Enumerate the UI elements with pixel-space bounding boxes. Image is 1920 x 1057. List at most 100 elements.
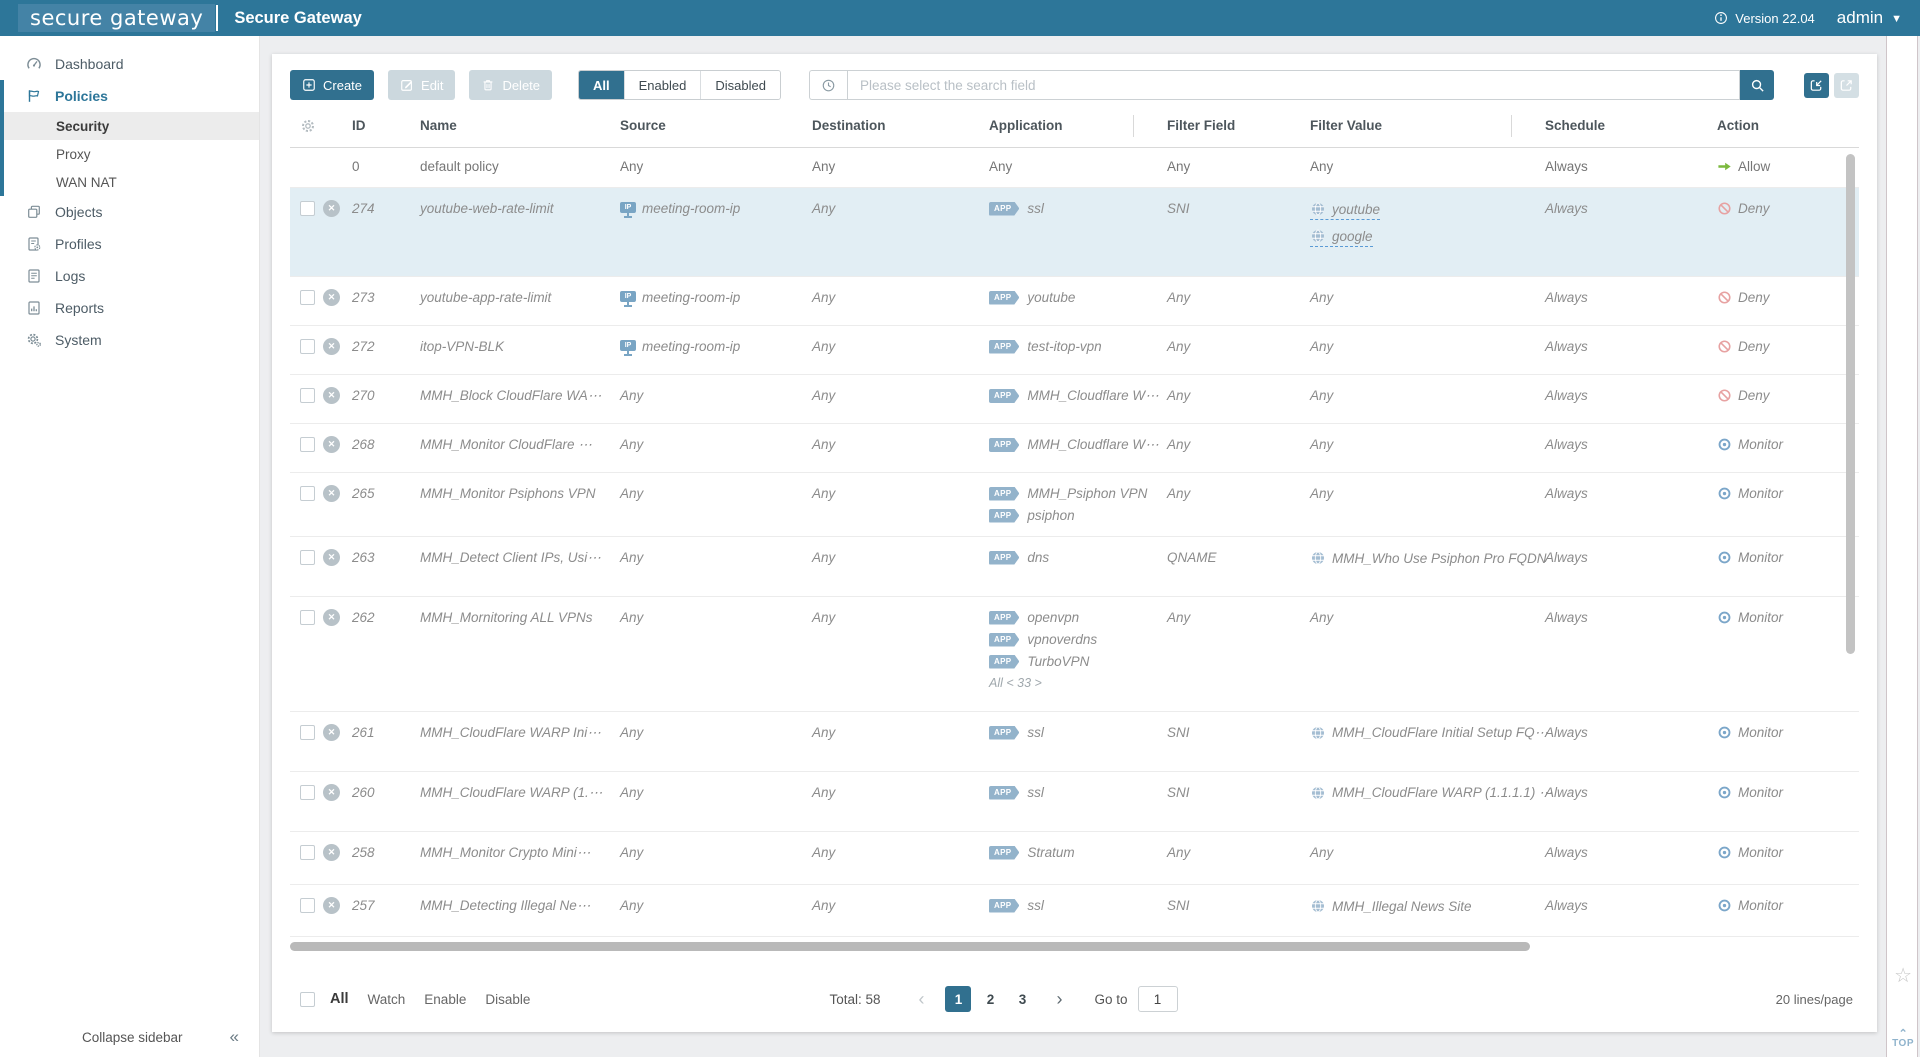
next-page-button[interactable]: › [1048,988,1070,1010]
table-row[interactable]: 0default policyAnyAnyAnyAnyAnyAlwaysAllo… [290,148,1859,188]
table-row[interactable]: ✕268MMH_Monitor CloudFlare ⋯AnyAnyAPPMMH… [290,424,1859,473]
lines-per-page[interactable]: 20 lines/page [1776,992,1859,1007]
scroll-to-top-button[interactable]: ⌃ TOP [1892,1030,1914,1049]
table-row[interactable]: ✕262MMH_Mornitoring ALL VPNsAnyAnyAPPope… [290,597,1859,712]
monitor-eye-icon [1717,437,1732,452]
table-row[interactable]: ✕274youtube-web-rate-limitIPmeeting-room… [290,188,1859,277]
sidebar-item-profiles[interactable]: Profiles [0,228,259,260]
table-row[interactable]: ✕265MMH_Monitor Psiphons VPNAnyAnyAPPMMH… [290,473,1859,537]
row-checkbox[interactable] [300,845,315,860]
disabled-x-icon: ✕ [323,784,340,801]
row-select-cell: ✕ [290,725,346,741]
cell-destination: Any [806,725,983,740]
sidebar-item-logs[interactable]: Logs [0,260,259,292]
disabled-x-icon: ✕ [323,549,340,566]
row-checkbox[interactable] [300,388,315,403]
cell-schedule: Always [1539,785,1711,800]
app-logo[interactable]: secure gateway [18,4,215,32]
column-header-source: Source [614,118,806,137]
app-badge: APP [989,389,1019,403]
action-monitor: Monitor [1717,550,1859,565]
disabled-x-icon: ✕ [323,436,340,453]
sidebar-item-dashboard[interactable]: Dashboard [0,48,259,80]
disabled-x-icon: ✕ [323,200,340,217]
row-checkbox[interactable] [300,290,315,305]
table-row[interactable]: ✕273youtube-app-rate-limitIPmeeting-room… [290,277,1859,326]
app-badge: APP [989,202,1019,216]
vertical-scrollbar-thumb[interactable] [1846,154,1855,654]
column-settings-button[interactable] [300,118,316,137]
row-checkbox[interactable] [300,437,315,452]
search-button[interactable] [1740,70,1774,100]
cell-action: Monitor [1711,550,1859,565]
cell-name: MMH_Monitor CloudFlare ⋯ [414,437,614,453]
edit-button[interactable]: Edit [388,70,455,100]
page-button-3[interactable]: 3 [1009,986,1035,1012]
row-checkbox[interactable] [300,610,315,625]
sidebar-item-system[interactable]: System [0,324,259,356]
goto-page-input[interactable] [1138,986,1178,1012]
table-row[interactable]: ✕257MMH_Detecting Illegal Ne⋯AnyAnyAPPss… [290,885,1859,937]
user-menu[interactable]: admin ▼ [1837,8,1902,28]
content-area: Create Edit Delete AllEnabledDisabled [260,36,1920,1057]
cell-id: 272 [346,339,414,354]
filter-value-chip[interactable]: youtube [1310,201,1380,220]
search-input[interactable] [847,70,1740,100]
sidebar-item-proxy[interactable]: Proxy [4,140,259,168]
star-icon[interactable]: ☆ [1894,966,1912,986]
table-row[interactable]: ✕261MMH_CloudFlare WARP Ini⋯AnyAnyAPPssl… [290,712,1859,772]
row-checkbox[interactable] [300,201,315,216]
horizontal-scrollbar-thumb[interactable] [290,942,1530,951]
tab-enabled[interactable]: Enabled [624,71,701,99]
sidebar-item-security[interactable]: Security [4,112,259,140]
disable-button[interactable]: Disable [485,992,530,1007]
source-value: Any [620,785,806,800]
table-row[interactable]: ✕263MMH_Detect Client IPs, Usi⋯AnyAnyAPP… [290,537,1859,597]
import-button[interactable] [1804,73,1829,98]
prev-page-button[interactable]: ‹ [910,988,932,1010]
cell-destination: Any [806,550,983,565]
row-checkbox[interactable] [300,550,315,565]
sidebar-item-policies[interactable]: Policies [4,80,259,112]
cell-filter-value: MMH_Illegal News Site [1304,898,1539,924]
tab-all[interactable]: All [579,71,624,99]
row-checkbox[interactable] [300,339,315,354]
application-more-link[interactable]: All < 33 > [989,676,1161,690]
page-button-1[interactable]: 1 [945,986,971,1012]
row-checkbox[interactable] [300,725,315,740]
filter-value-text: MMH_Illegal News Site [1332,899,1472,914]
enable-button[interactable]: Enable [424,992,466,1007]
row-checkbox[interactable] [300,486,315,501]
cell-application: APPdns [983,550,1161,572]
cell-destination: Any [806,898,983,913]
row-checkbox[interactable] [300,785,315,800]
sidebar-item-reports[interactable]: Reports [0,292,259,324]
row-checkbox[interactable] [300,898,315,913]
application-name: Any [989,159,1012,174]
export-button[interactable] [1834,73,1859,98]
cell-filter-field: QNAME [1161,550,1304,565]
table-row[interactable]: ✕260MMH_CloudFlare WARP (1.⋯AnyAnyAPPssl… [290,772,1859,832]
watch-button[interactable]: Watch [368,992,406,1007]
action-label: Monitor [1738,486,1783,501]
table-row[interactable]: ✕272itop-VPN-BLKIPmeeting-room-ipAnyAPPt… [290,326,1859,375]
filter-value-chip[interactable]: google [1310,228,1373,247]
delete-button[interactable]: Delete [469,70,552,100]
ip-screen-label: IP [620,291,636,302]
cell-action: Monitor [1711,437,1859,452]
page-button-2[interactable]: 2 [977,986,1003,1012]
search-history-button[interactable] [809,70,847,100]
tab-disabled[interactable]: Disabled [700,71,780,99]
select-all-checkbox[interactable] [300,992,315,1007]
cell-filter-field: Any [1161,486,1304,501]
select-all-label[interactable]: All [330,991,349,1007]
table-row[interactable]: ✕258MMH_Monitor Crypto Mini⋯AnyAnyAPPStr… [290,832,1859,885]
table-row[interactable]: ✕270MMH_Block CloudFlare WA⋯AnyAnyAPPMMH… [290,375,1859,424]
action-deny: Deny [1717,388,1859,403]
collapse-sidebar-button[interactable]: Collapse sidebar « [0,1027,259,1047]
cell-destination: Any [806,339,983,354]
sidebar-item-wan-nat[interactable]: WAN NAT [4,168,259,196]
create-button[interactable]: Create [290,70,374,100]
sidebar-item-objects[interactable]: Objects [0,196,259,228]
filter-value-text: google [1332,229,1373,244]
